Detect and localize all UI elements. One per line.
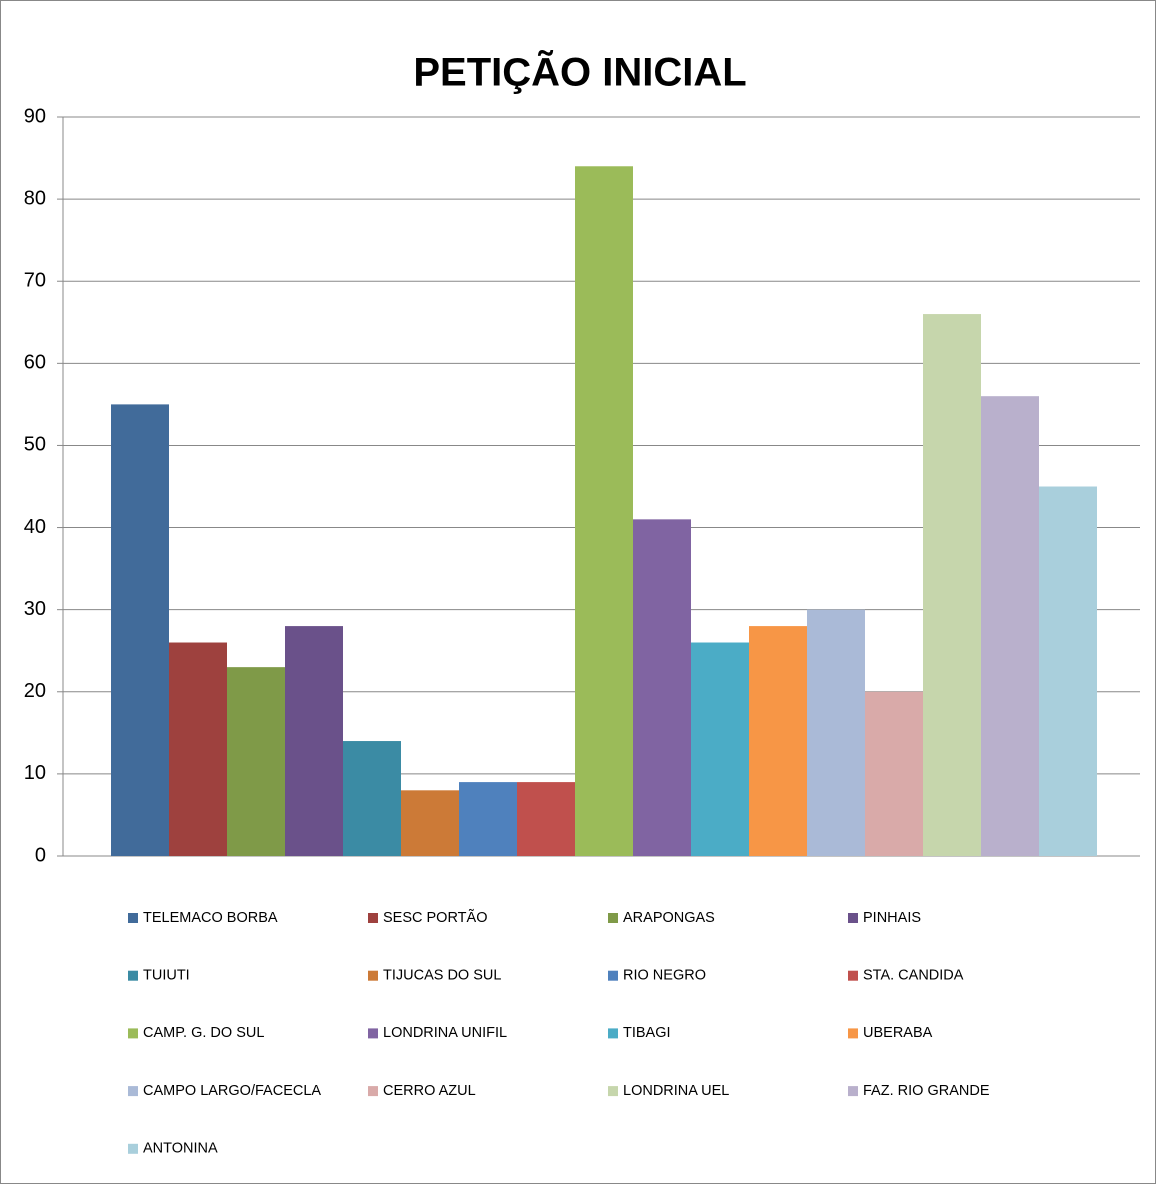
y-tick-label: 60	[24, 352, 46, 374]
bar	[517, 782, 575, 856]
y-tick-label: 50	[24, 434, 46, 456]
legend-label: TIJUCAS DO SUL	[383, 968, 501, 984]
legend-swatch	[848, 970, 858, 981]
bar	[459, 782, 517, 856]
bar	[749, 626, 807, 856]
legend-swatch	[848, 1086, 858, 1097]
bar	[1039, 486, 1097, 856]
legend-swatch	[368, 913, 378, 923]
legend-swatch	[608, 1086, 618, 1097]
legend-swatch	[128, 1028, 138, 1039]
y-tick-label: 10	[24, 762, 46, 784]
legend-swatch	[368, 1028, 378, 1039]
legend-swatch	[608, 1028, 618, 1039]
bar	[111, 404, 169, 856]
legend-swatch	[848, 913, 858, 923]
y-tick-label: 70	[24, 270, 46, 292]
legend-label: STA. CANDIDA	[863, 968, 964, 984]
bar	[691, 642, 749, 856]
bar	[981, 396, 1039, 856]
legend-label: FAZ. RIO GRANDE	[863, 1083, 990, 1099]
legend-label: LONDRINA UEL	[623, 1083, 729, 1099]
legend-label: ARAPONGAS	[623, 910, 715, 926]
bar	[633, 519, 691, 856]
legend-label: ANTONINA	[143, 1141, 218, 1157]
legend-label: UBERABA	[863, 1025, 933, 1041]
legend-label: RIO NEGRO	[623, 968, 706, 984]
legend-swatch	[128, 970, 138, 981]
bar	[865, 691, 923, 856]
legend-label: TIBAGI	[623, 1025, 671, 1041]
legend-swatch	[128, 913, 138, 923]
legend-label: PINHAIS	[863, 910, 921, 926]
y-tick-label: 30	[24, 598, 46, 620]
bar	[227, 667, 285, 856]
y-tick-label: 0	[35, 844, 46, 866]
bar	[343, 741, 401, 856]
legend-label: CAMP. G. DO SUL	[143, 1025, 264, 1041]
legend-swatch	[368, 970, 378, 981]
bar	[285, 626, 343, 856]
bar	[169, 642, 227, 856]
legend-label: CERRO AZUL	[383, 1083, 476, 1099]
chart-title: PETIÇÃO INICIAL	[413, 49, 746, 95]
legend-swatch	[128, 1086, 138, 1097]
y-tick-label: 20	[24, 680, 46, 702]
y-tick-label: 80	[24, 187, 46, 209]
bar	[807, 609, 865, 856]
legend-label: CAMPO LARGO/FACECLA	[143, 1083, 321, 1099]
legend-swatch	[608, 913, 618, 923]
bar	[401, 790, 459, 856]
legend-label: TUIUTI	[143, 968, 190, 984]
bar	[575, 166, 633, 856]
bar	[923, 314, 981, 857]
y-tick-label: 40	[24, 516, 46, 538]
legend-swatch	[608, 970, 618, 981]
legend-label: TELEMACO BORBA	[143, 910, 278, 926]
legend-swatch	[368, 1086, 378, 1097]
legend-swatch	[848, 1028, 858, 1039]
legend-swatch	[128, 1143, 138, 1154]
legend-label: SESC PORTÃO	[383, 909, 487, 926]
y-tick-label: 90	[24, 105, 46, 127]
legend-label: LONDRINA UNIFIL	[383, 1025, 507, 1041]
